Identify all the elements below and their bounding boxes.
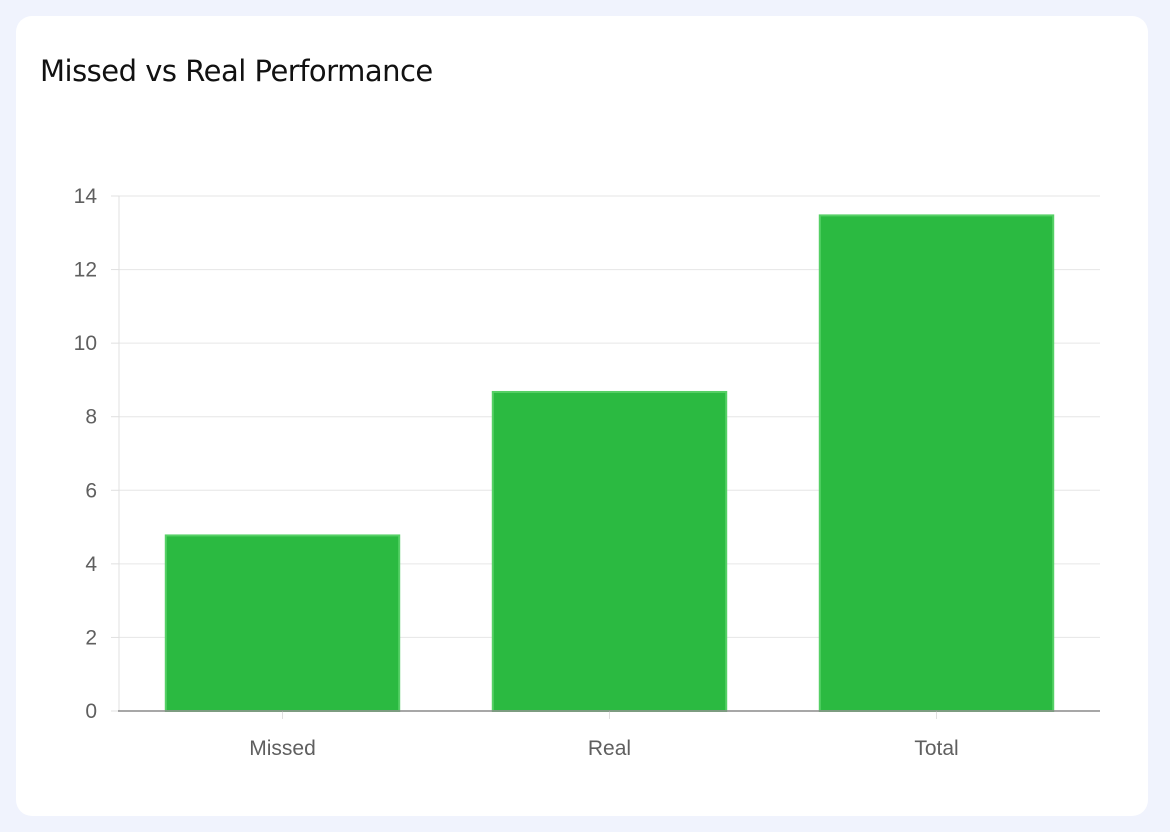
y-tick-label: 10 [74,332,97,355]
x-tick-label: Total [914,737,958,760]
bar-chart: 0 2 4 6 8 10 12 14 Missed Real Total [74,185,1100,760]
y-tick-label: 8 [85,406,97,429]
y-tick-label: 2 [85,626,97,649]
y-tick-label: 6 [85,479,97,502]
y-tick-label: 0 [85,700,97,723]
bar-missed [164,534,401,713]
y-tick-label: 14 [74,185,98,208]
x-tick-label: Missed [249,737,316,760]
bar-real [491,390,728,712]
y-tick-label: 12 [74,259,97,282]
bar-total [818,214,1055,712]
x-tick-label: Real [588,737,631,760]
y-tick-label: 4 [85,553,97,576]
chart-card: Missed vs Real Performance 0 2 4 6 8 10 12 14 Mi… [16,16,1148,816]
chart-title: Missed vs Real Performance [40,54,433,88]
